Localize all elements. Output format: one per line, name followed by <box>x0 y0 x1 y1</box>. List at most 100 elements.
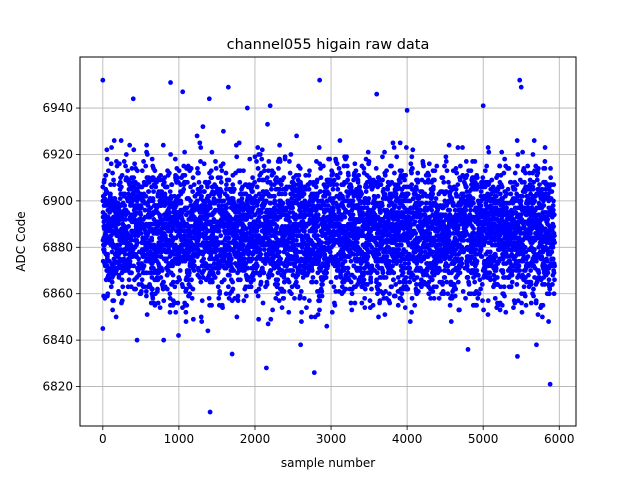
data-point <box>236 298 241 303</box>
data-point <box>168 310 173 315</box>
data-point <box>367 159 372 164</box>
data-point <box>464 159 469 164</box>
data-point <box>311 275 316 280</box>
data-point <box>366 196 371 201</box>
data-point <box>426 173 431 178</box>
data-point <box>256 166 261 171</box>
data-point <box>132 161 137 166</box>
data-point <box>156 301 161 306</box>
data-point <box>287 219 292 224</box>
data-point <box>357 185 362 190</box>
data-point <box>440 282 445 287</box>
data-point <box>454 187 459 192</box>
data-point <box>205 328 210 333</box>
data-point <box>350 291 355 296</box>
data-point <box>320 294 325 299</box>
data-point <box>362 296 367 301</box>
data-point <box>299 289 304 294</box>
data-point <box>389 164 394 169</box>
data-point <box>412 303 417 308</box>
data-point <box>461 289 466 294</box>
data-point <box>105 252 110 257</box>
data-point <box>387 291 392 296</box>
data-point <box>294 134 299 139</box>
data-point <box>394 192 399 197</box>
data-point <box>392 171 397 176</box>
data-point <box>410 296 415 301</box>
data-point <box>230 280 235 285</box>
data-point <box>464 208 469 213</box>
data-point <box>324 270 329 275</box>
data-point <box>178 268 183 273</box>
data-point <box>316 259 321 264</box>
data-point <box>290 205 295 210</box>
data-point <box>262 164 267 169</box>
data-point <box>163 192 168 197</box>
data-point <box>321 164 326 169</box>
data-point <box>449 319 454 324</box>
data-point <box>240 196 245 201</box>
data-point <box>199 194 204 199</box>
data-point <box>406 192 411 197</box>
data-point <box>108 192 113 197</box>
data-point <box>181 187 186 192</box>
data-point <box>383 173 388 178</box>
data-point <box>307 298 312 303</box>
data-point <box>158 173 163 178</box>
data-point <box>191 317 196 322</box>
data-point <box>217 194 222 199</box>
data-point <box>232 187 237 192</box>
data-point <box>192 259 197 264</box>
data-point <box>382 150 387 155</box>
data-point <box>224 182 229 187</box>
data-point <box>338 171 343 176</box>
data-point <box>374 166 379 171</box>
data-point <box>468 208 473 213</box>
data-point <box>256 317 261 322</box>
data-point <box>307 187 312 192</box>
data-point <box>320 282 325 287</box>
data-point <box>104 147 109 152</box>
data-point <box>368 298 373 303</box>
data-point <box>120 298 125 303</box>
data-point <box>226 236 231 241</box>
data-point <box>315 233 320 238</box>
data-point <box>314 280 319 285</box>
data-point <box>140 168 145 173</box>
data-point <box>427 231 432 236</box>
data-point <box>213 159 218 164</box>
data-point <box>307 168 312 173</box>
data-point <box>472 280 477 285</box>
data-point <box>387 301 392 306</box>
data-point <box>385 254 390 259</box>
data-point <box>302 192 307 197</box>
data-point <box>195 166 200 171</box>
data-point <box>197 140 202 145</box>
data-point <box>278 159 283 164</box>
data-point <box>331 187 336 192</box>
data-point <box>272 198 277 203</box>
data-point <box>344 154 349 159</box>
data-point <box>103 173 108 178</box>
data-point <box>316 312 321 317</box>
data-point <box>286 215 291 220</box>
data-point <box>392 145 397 150</box>
data-point <box>429 208 434 213</box>
data-point <box>228 261 233 266</box>
data-point <box>238 277 243 282</box>
data-point <box>270 273 275 278</box>
data-point <box>294 238 299 243</box>
data-point <box>262 247 267 252</box>
data-point <box>377 252 382 257</box>
data-point <box>478 287 483 292</box>
data-point <box>170 263 175 268</box>
data-point <box>329 280 334 285</box>
data-point <box>202 161 207 166</box>
data-point <box>250 175 255 180</box>
data-point <box>138 212 143 217</box>
data-point <box>165 185 170 190</box>
data-point <box>282 289 287 294</box>
data-point <box>335 161 340 166</box>
data-point <box>294 280 299 285</box>
data-point <box>434 284 439 289</box>
